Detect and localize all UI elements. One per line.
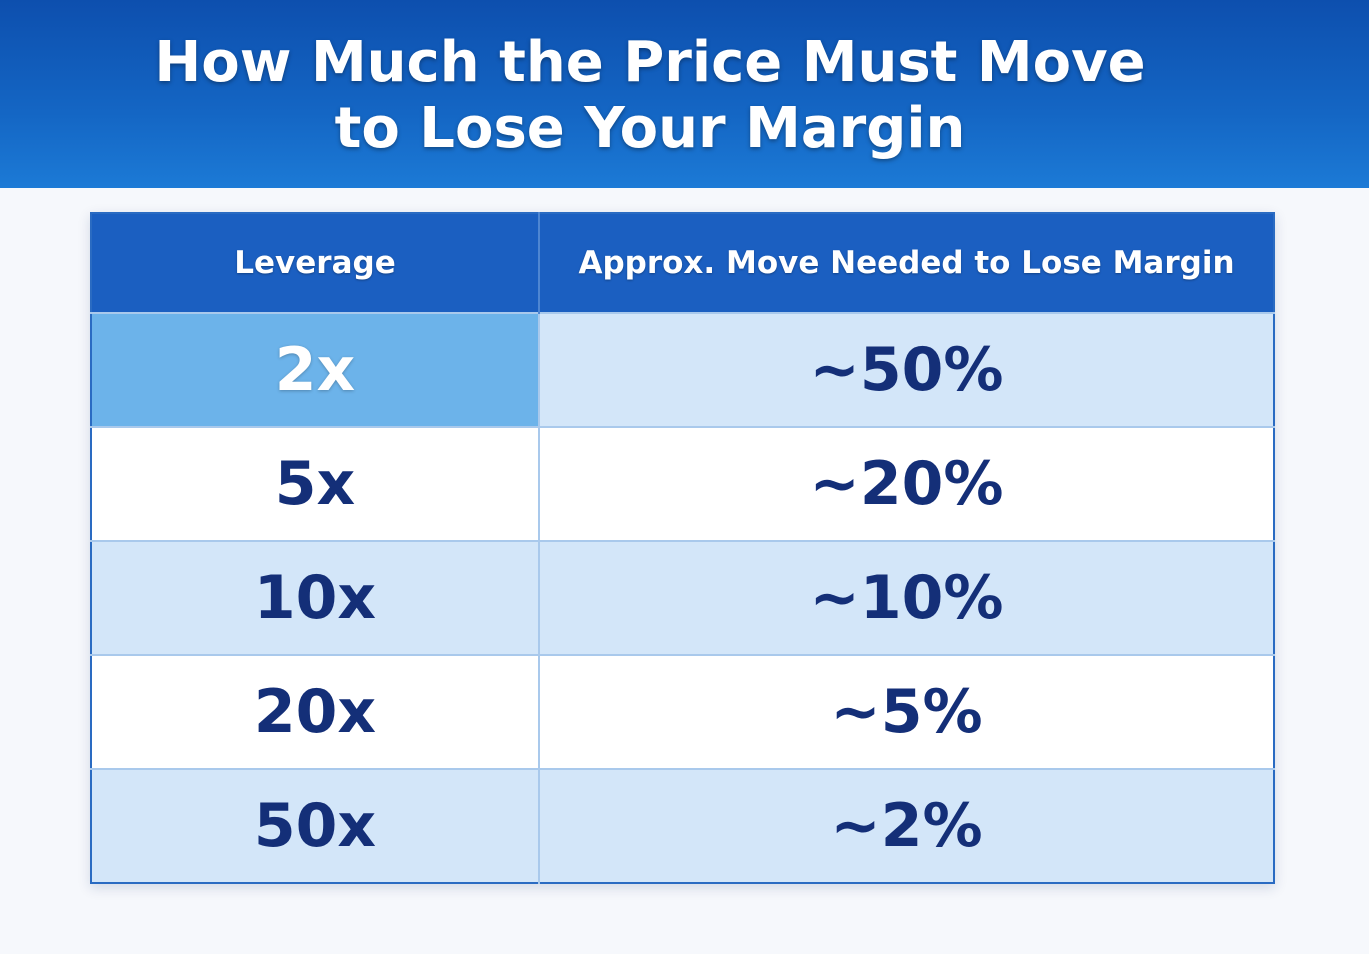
column-header: Leverage	[91, 213, 539, 313]
title-line: to Lose Your Margin	[334, 96, 966, 161]
table-row: 5x ~20%	[91, 426, 1274, 541]
leverage-cell: 50x	[91, 768, 539, 883]
table-body: 2x ~50% 5x ~20% 10x ~10% 20x ~5% 50x ~2%	[91, 312, 1274, 883]
title: How Much the Price Must Move to Lose You…	[0, 30, 1300, 162]
table: Leverage Approx. Move Needed to Lose Mar…	[90, 212, 1275, 884]
table-row: 20x ~5%	[91, 654, 1274, 769]
table-row: 2x ~50%	[91, 312, 1274, 427]
move-cell: ~2%	[538, 768, 1274, 883]
leverage-cell: 20x	[91, 654, 539, 769]
move-cell: ~10%	[538, 540, 1274, 655]
banner	[0, 0, 1369, 188]
header-row: Leverage Approx. Move Needed to Lose Mar…	[91, 213, 1274, 313]
move-cell: ~5%	[538, 654, 1274, 769]
leverage-cell: 10x	[91, 540, 539, 655]
leverage-cell: 5x	[91, 426, 539, 541]
move-cell: ~20%	[538, 426, 1274, 541]
move-cell: ~50%	[538, 312, 1274, 427]
column-header: Approx. Move Needed to Lose Margin	[538, 213, 1274, 313]
leverage-cell: 2x	[91, 312, 539, 427]
table-row: 50x ~2%	[91, 768, 1274, 883]
table-row: 10x ~10%	[91, 540, 1274, 655]
title-line: How Much the Price Must Move	[154, 30, 1146, 95]
